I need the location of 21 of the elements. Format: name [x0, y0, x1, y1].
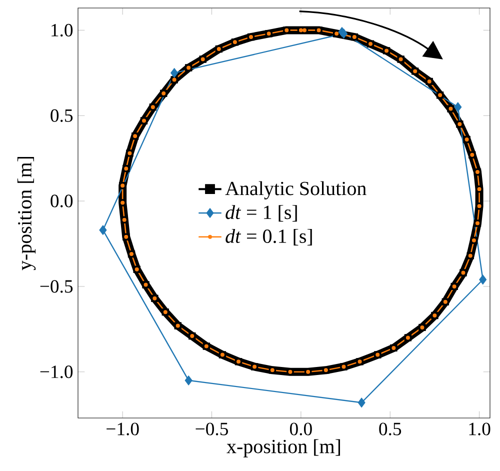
point	[184, 375, 192, 386]
point	[358, 398, 366, 408]
y-axis-title: y-position [m]	[17, 157, 36, 270]
x-tick-label: −1.0	[106, 422, 139, 436]
x-tick-label: −0.5	[196, 422, 228, 436]
y-tick-label: 1.0	[52, 24, 73, 37]
y-tick-label: −1.0	[40, 366, 73, 378]
x-tick-label: 0.5	[379, 422, 402, 436]
y-tick-label: 0.0	[50, 194, 73, 208]
legend-label: Analytic Solution	[225, 181, 366, 200]
point	[170, 68, 178, 78]
x-tick-label: 1.0	[469, 422, 490, 436]
x-tick-label: 0.0	[290, 422, 312, 436]
y-tick-label: −0.5	[40, 280, 73, 293]
legend-label: dt = 1 [s]	[226, 205, 297, 222]
point	[454, 102, 462, 112]
legend-label: dt = 0.1 [s]	[226, 228, 312, 246]
x-axis-title: x-position [m]	[226, 439, 340, 458]
y-tick-label: 0.5	[50, 109, 73, 122]
point	[479, 274, 487, 285]
point	[99, 225, 107, 236]
